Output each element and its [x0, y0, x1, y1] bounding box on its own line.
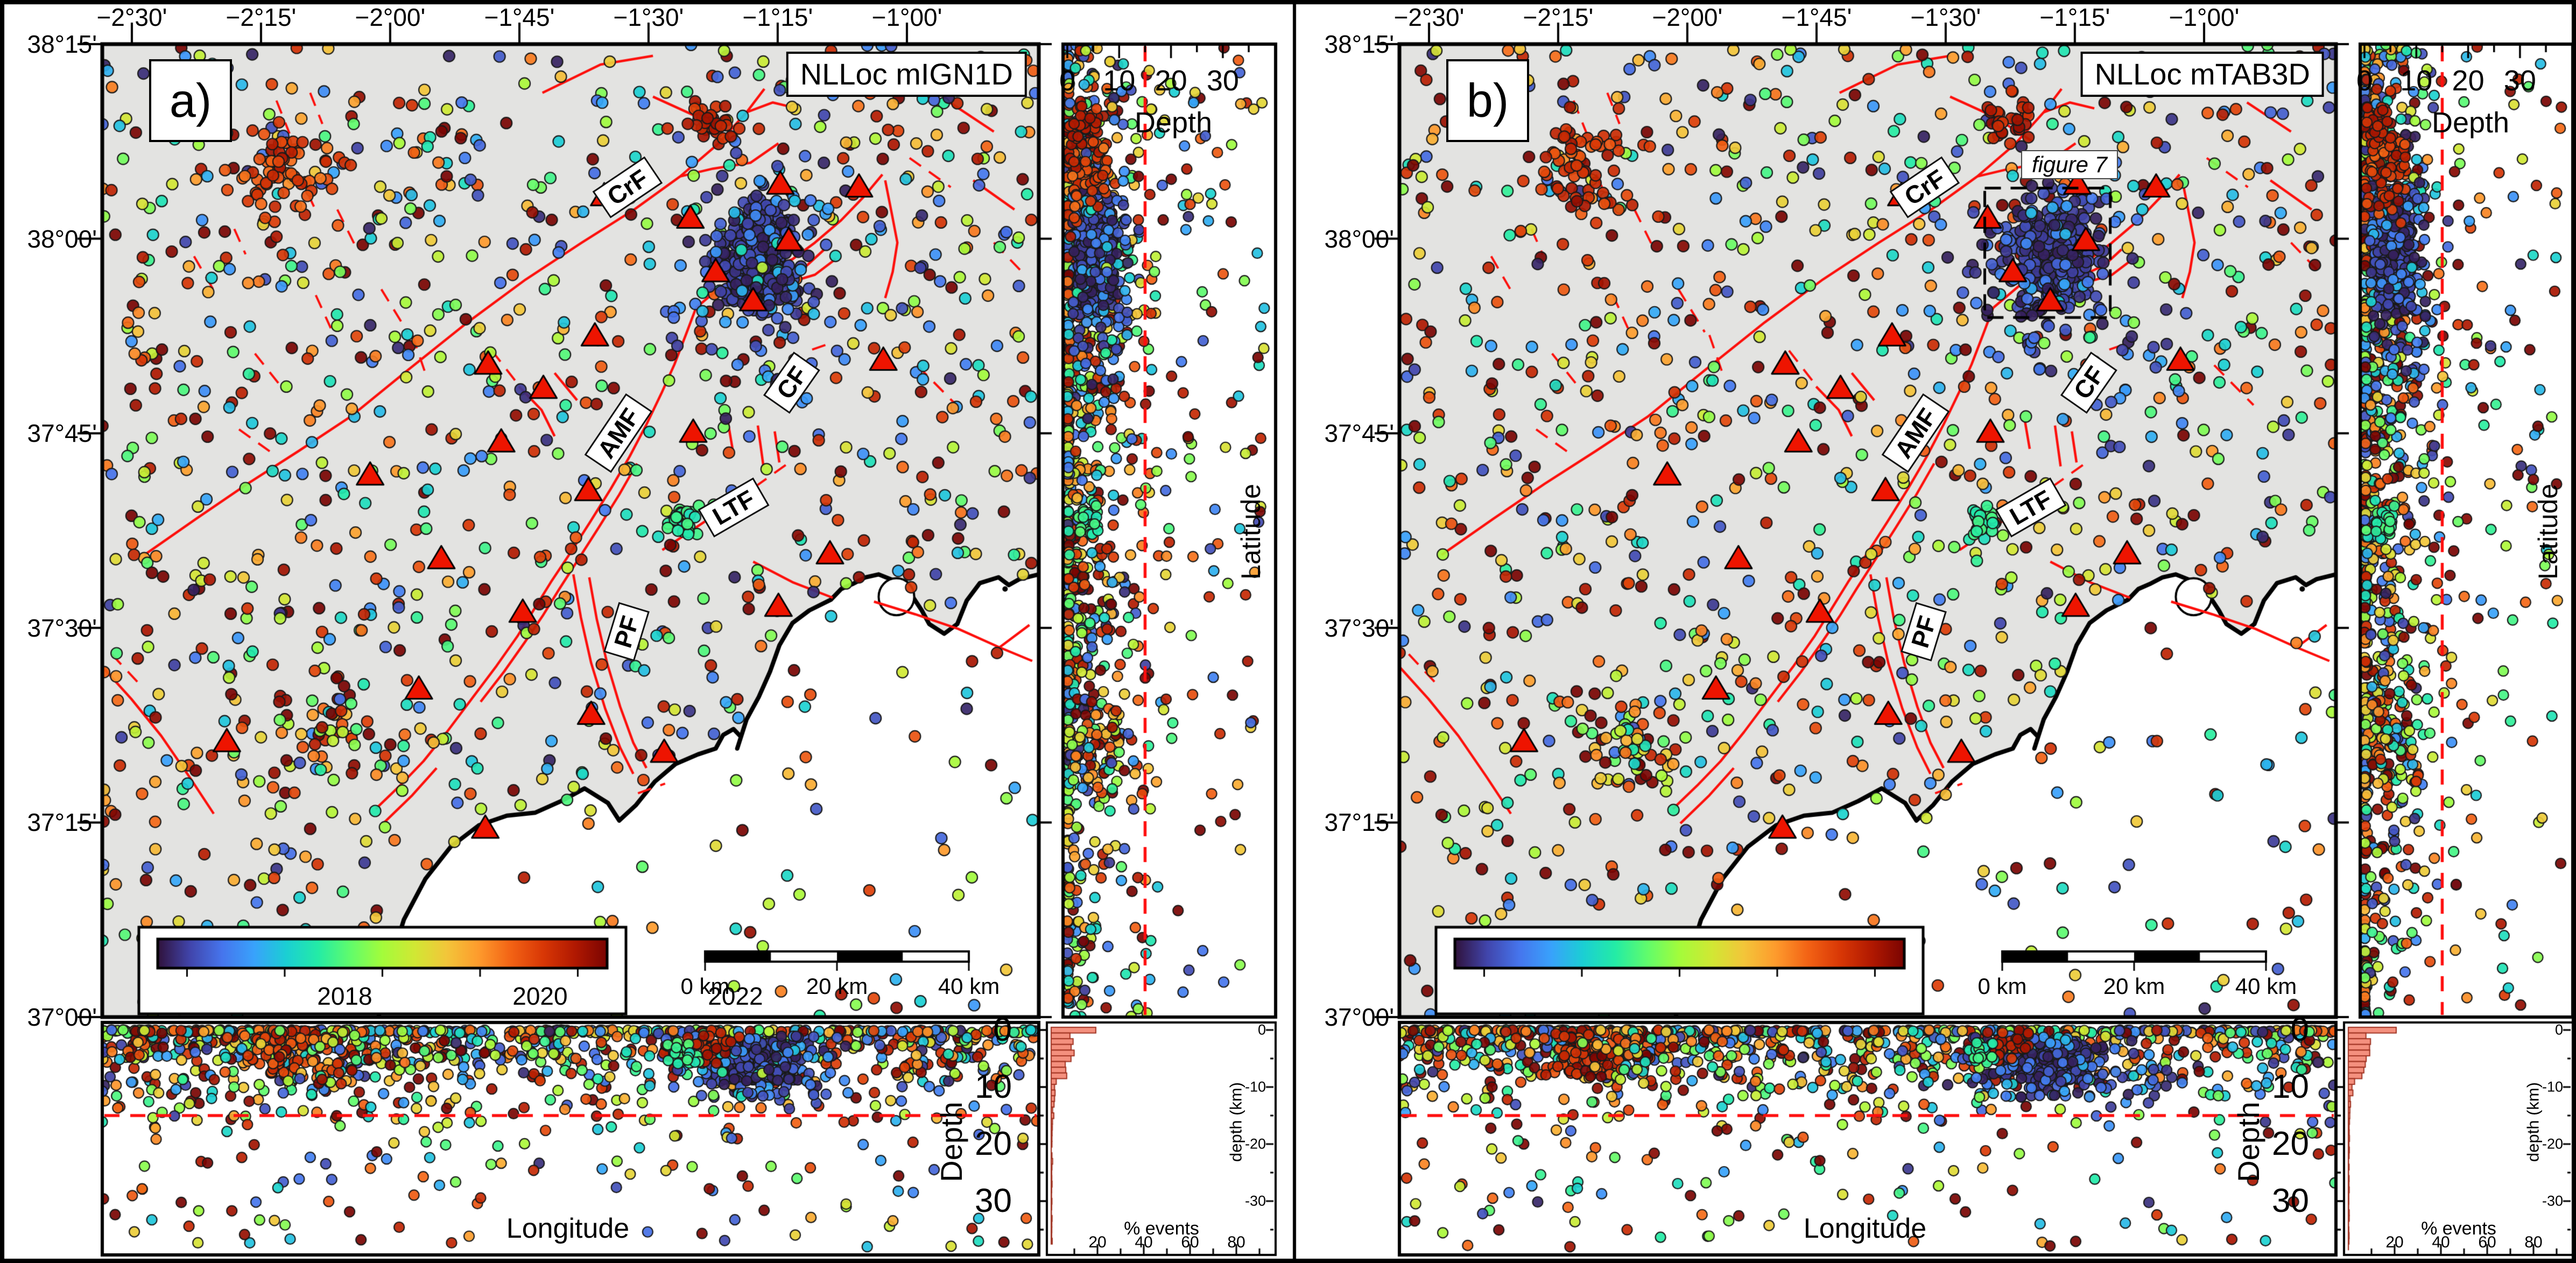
scalebar-label: 40 km: [938, 973, 1000, 999]
scalebar-label: 0 km: [680, 973, 730, 999]
lat-tick-label: 37°45': [1324, 419, 1394, 448]
lat-tick-label: 37°30': [27, 613, 97, 642]
lon-tick-label: −1°00': [2169, 3, 2240, 31]
strip-depth-axis-label: Depth: [2431, 107, 2510, 139]
hist-right-axis-label: depth (km): [2523, 1082, 2543, 1162]
fault-label-pf: PF: [1901, 602, 1947, 662]
bottom-depth-tick-label: 10: [2272, 1068, 2309, 1105]
panel-letter: a): [149, 59, 232, 142]
hist-x-tick-label: 20: [1088, 1233, 1107, 1251]
hist-right-tick-label: -20: [1244, 1135, 1266, 1152]
hist-x-tick-label: 60: [1181, 1233, 1199, 1251]
lat-tick-label: 38°00': [1324, 224, 1394, 253]
fault-label-cf: CF: [2060, 351, 2117, 414]
fault-label-ltf: LTF: [1995, 477, 2067, 538]
panel-title: NLLoc mIGN1D: [786, 52, 1027, 97]
lon-tick-label: −2°00': [355, 3, 426, 31]
bottom-depth-axis-label: Depth: [934, 1102, 968, 1182]
latitude-axis-label: Latitude: [1236, 484, 1266, 580]
fault-label-crf: CrF: [592, 156, 663, 218]
colorbar-year-label: 2022: [708, 982, 763, 1010]
bottom-depth-tick-label: 30: [975, 1182, 1012, 1219]
hist-x-tick-label: 40: [2432, 1233, 2450, 1251]
hist-x-tick-label: 40: [1135, 1233, 1153, 1251]
hist-right-tick-label: 0: [2554, 1021, 2563, 1038]
lon-tick-label: −2°00': [1652, 3, 1723, 31]
bottom-depth-axis-label: Depth: [2232, 1102, 2265, 1182]
figure7-tag: figure 7: [2021, 150, 2118, 179]
strip-depth-tick-label: 0: [1059, 65, 1076, 97]
lon-tick-label: −1°30': [613, 3, 684, 31]
hist-x-tick-label: 80: [1227, 1233, 1245, 1251]
fault-label-ltf: LTF: [698, 477, 770, 538]
lon-tick-label: −1°45': [484, 3, 555, 31]
lat-tick-label: 38°15': [1324, 30, 1394, 58]
hist-xlabel: % events: [1124, 1218, 1199, 1239]
panel-letter: b): [1446, 59, 1529, 142]
lon-tick-label: −1°30': [1910, 3, 1981, 31]
strip-depth-tick-label: 0: [2356, 65, 2373, 97]
lat-tick-label: 38°00': [27, 224, 97, 253]
hist-right-tick-label: -20: [2542, 1135, 2563, 1152]
hist-right-axis-label: depth (km): [1226, 1082, 1245, 1162]
hist-right-tick-label: 0: [1257, 1021, 1266, 1038]
lon-tick-label: −2°15': [1523, 3, 1594, 31]
bottom-depth-tick-label: 20: [2272, 1125, 2309, 1162]
strip-depth-tick-label: 30: [2503, 65, 2536, 97]
lon-tick-label: −1°15': [2039, 3, 2110, 31]
strip-depth-tick-label: 10: [2400, 65, 2433, 97]
strip-depth-tick-label: 10: [1103, 65, 1136, 97]
lat-tick-label: 37°00': [27, 1003, 97, 1031]
latitude-axis-label: Latitude: [2533, 484, 2563, 580]
fault-label-cf: CF: [763, 351, 820, 414]
panel-title: NLLoc mTAB3D: [2080, 52, 2324, 97]
scalebar-label: 20 km: [806, 973, 868, 999]
strip-depth-tick-label: 30: [1206, 65, 1239, 97]
hist-x-tick-label: 80: [2524, 1233, 2543, 1251]
lon-tick-label: −2°30': [1393, 3, 1465, 31]
lon-tick-label: −2°15': [226, 3, 297, 31]
fault-label-amf: AMF: [584, 393, 653, 474]
strip-depth-axis-label: Depth: [1134, 107, 1213, 139]
lon-tick-label: −2°30': [96, 3, 167, 31]
bottom-depth-tick-label: 0: [993, 1011, 1012, 1048]
fault-label-amf: AMF: [1881, 393, 1950, 474]
scalebar-label: 0 km: [1977, 973, 2027, 999]
bottom-depth-tick-label: 10: [975, 1068, 1012, 1105]
lon-tick-label: −1°45': [1781, 3, 1852, 31]
colorbar-year-label: 2020: [512, 982, 568, 1010]
bottom-depth-tick-label: 20: [975, 1125, 1012, 1162]
lat-tick-label: 37°45': [27, 419, 97, 448]
hist-right-tick-label: -30: [1244, 1193, 1266, 1209]
hist-right-tick-label: -30: [2542, 1193, 2563, 1209]
fault-label-pf: PF: [603, 602, 650, 662]
strip-depth-tick-label: 20: [2452, 65, 2484, 97]
hist-x-tick-label: 60: [2478, 1233, 2496, 1251]
strip-depth-tick-label: 20: [1155, 65, 1187, 97]
hist-xlabel: % events: [2421, 1218, 2496, 1239]
colorbar-year-label: 2018: [317, 982, 372, 1010]
longitude-axis-label: Longitude: [1803, 1213, 1927, 1244]
lat-tick-label: 37°15': [27, 808, 97, 837]
lon-tick-label: −1°15': [742, 3, 813, 31]
lat-tick-label: 37°15': [1324, 808, 1394, 837]
bottom-depth-tick-label: 0: [2290, 1011, 2309, 1048]
longitude-axis-label: Longitude: [506, 1213, 630, 1244]
hist-x-tick-label: 20: [2385, 1233, 2404, 1251]
scalebar-label: 20 km: [2103, 973, 2165, 999]
lat-tick-label: 37°30': [1324, 613, 1394, 642]
hist-right-tick-label: -10: [2542, 1078, 2563, 1095]
hist-right-tick-label: -10: [1244, 1078, 1266, 1095]
lat-tick-label: 38°15': [27, 30, 97, 58]
scalebar-label: 40 km: [2235, 973, 2297, 999]
lat-tick-label: 37°00': [1324, 1003, 1394, 1031]
fault-label-crf: CrF: [1889, 156, 1960, 218]
lon-tick-label: −1°00': [871, 3, 942, 31]
bottom-depth-tick-label: 30: [2272, 1182, 2309, 1219]
